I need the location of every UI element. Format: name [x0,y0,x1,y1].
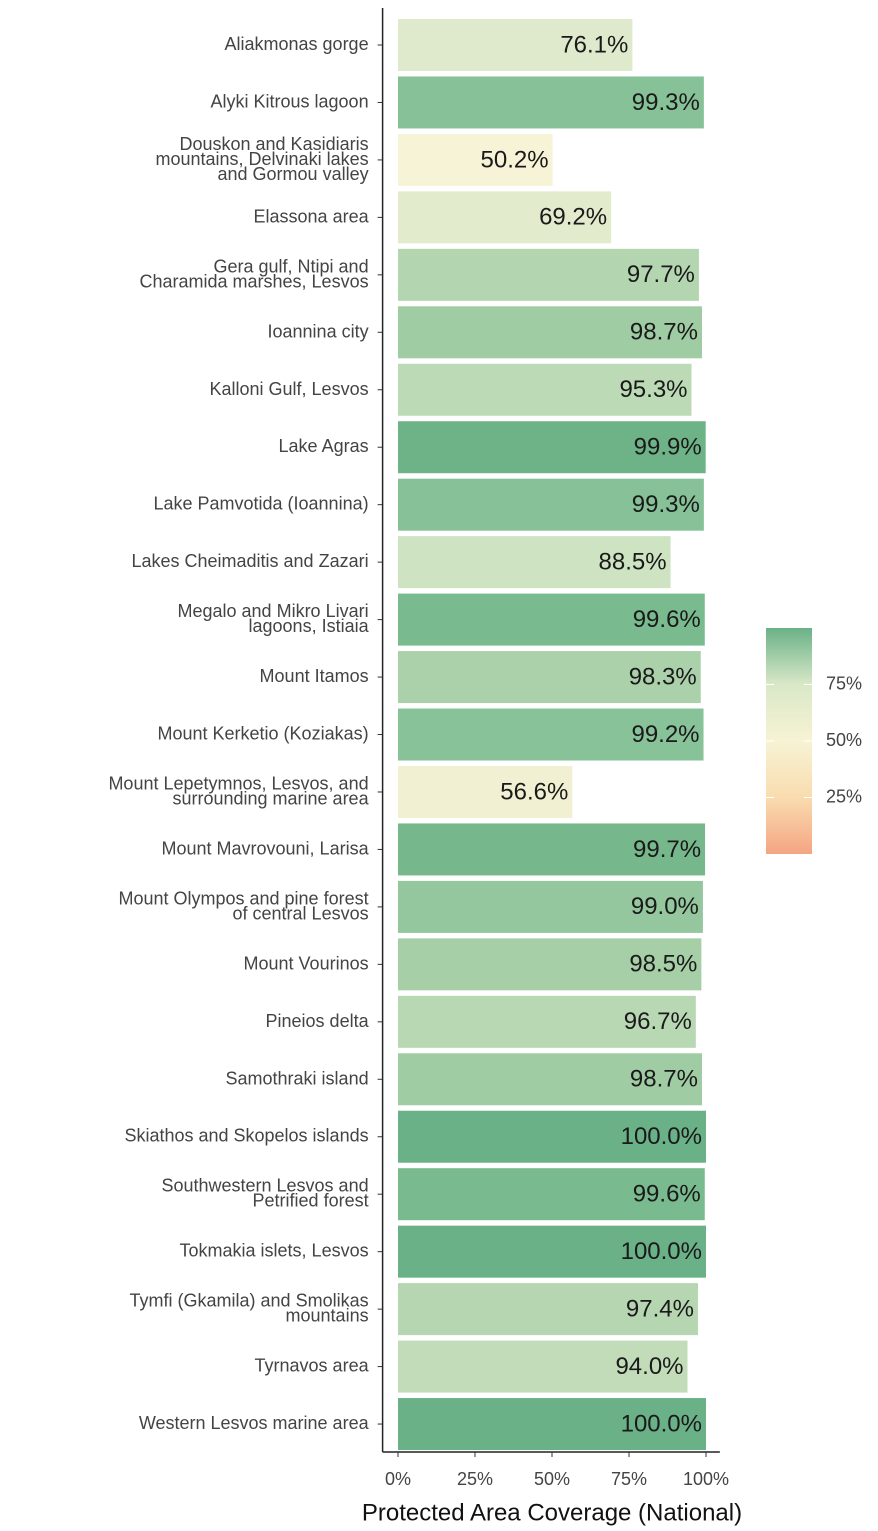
value-label: 99.6% [633,606,701,633]
y-tick-label: Kalloni Gulf, Lesvos [210,379,369,399]
y-tick-label: Mount Itamos [260,666,369,686]
value-label: 100.0% [621,1238,702,1265]
bar [398,248,699,301]
value-label: 56.6% [500,778,568,805]
bar [398,421,706,474]
bar [398,478,704,531]
bar [398,765,573,818]
bar [398,938,702,991]
y-tick-label: Lakes Cheimaditis and Zazari [131,551,368,571]
bar [398,191,612,244]
y-tick-label: Mount Lepetymnos, Lesvos, and surrounding… [108,773,369,808]
value-label: 99.6% [633,1181,701,1208]
x-axis-title: Protected Area Coverage (National) [362,1499,742,1526]
y-tick-label: Southwestern Lesvos and Petrified forest [161,1175,368,1210]
y-tick-label: Samothraki island [226,1068,369,1088]
bar [398,363,692,416]
x-tick-label: 50% [534,1469,570,1489]
y-tick-label: Mount Olympos and pine forest of central … [118,888,368,923]
y-tick-label: Ioannina city [268,321,369,341]
value-label: 96.7% [624,1008,692,1035]
bar [398,1283,698,1336]
y-tick-label: Douskon and Kasidiaris mountains, Delvina… [155,134,368,184]
bar [398,1110,706,1163]
y-tick-label: Mount Kerketio (Koziakas) [158,723,369,743]
bar [398,1398,706,1451]
y-tick-label: Mount Mavrovouni, Larisa [161,838,369,858]
value-label: 99.3% [632,491,700,518]
y-tick-label: Tokmakia islets, Lesvos [180,1240,369,1260]
x-tick-label: 0% [385,1469,411,1489]
bar [398,1340,688,1393]
bar [398,823,706,876]
colorbar-label: 25% [826,786,862,806]
y-tick-label: Tymfi (Gkamila) and Smolikas mountains [130,1290,369,1325]
y-tick-label: Pineios delta [266,1011,370,1031]
value-label: 97.7% [627,261,695,288]
value-label: 99.7% [633,836,701,863]
bar [398,76,704,129]
bar [398,133,553,186]
y-tick-label: Elassona area [254,206,370,226]
value-label: 50.2% [481,146,549,173]
value-label: 98.7% [630,1066,698,1093]
value-label: 94.0% [615,1353,683,1380]
y-tick-label: Aliakmonas gorge [225,34,369,54]
value-label: 99.0% [631,893,699,920]
value-label: 88.5% [599,548,667,575]
bar [398,306,702,359]
x-tick-label: 75% [611,1469,647,1489]
value-label: 99.9% [634,434,702,461]
y-tick-label: Gera gulf, Ntipi and Charamida marshes, L… [139,256,368,291]
y-tick-label: Tyrnavos area [255,1355,370,1375]
y-tick-label: Megalo and Mikro Livari lagoons, Istiaia [178,601,370,636]
y-tick-label: Western Lesvos marine area [139,1413,370,1433]
y-tick-label: Skiathos and Skopelos islands [124,1125,368,1145]
bar [398,593,705,646]
bar [398,880,703,933]
x-tick-label: 25% [457,1469,493,1489]
colorbar-label: 50% [826,730,862,750]
bar [398,708,704,761]
value-label: 100.0% [621,1410,702,1437]
value-label: 98.5% [629,951,697,978]
bar [398,651,701,704]
value-label: 98.3% [629,663,697,690]
value-label: 99.2% [631,721,699,748]
value-label: 69.2% [539,204,607,231]
bar [398,995,696,1048]
value-label: 99.3% [632,89,700,116]
bar [398,1225,706,1278]
y-tick-label: Mount Vourinos [244,953,369,973]
value-label: 98.7% [630,319,698,346]
colorbar-label: 75% [826,673,862,693]
x-tick-label: 100% [683,1469,729,1489]
value-label: 97.4% [626,1295,694,1322]
y-tick-label: Alyki Kitrous lagoon [211,91,369,111]
y-tick-label: Lake Pamvotida (Ioannina) [153,493,368,513]
bar [398,1168,705,1221]
value-label: 95.3% [619,376,687,403]
y-tick-label: Lake Agras [279,436,369,456]
value-label: 100.0% [621,1123,702,1150]
value-label: 76.1% [560,31,628,58]
bar [398,19,633,71]
bar [398,536,671,589]
bar [398,1053,702,1106]
